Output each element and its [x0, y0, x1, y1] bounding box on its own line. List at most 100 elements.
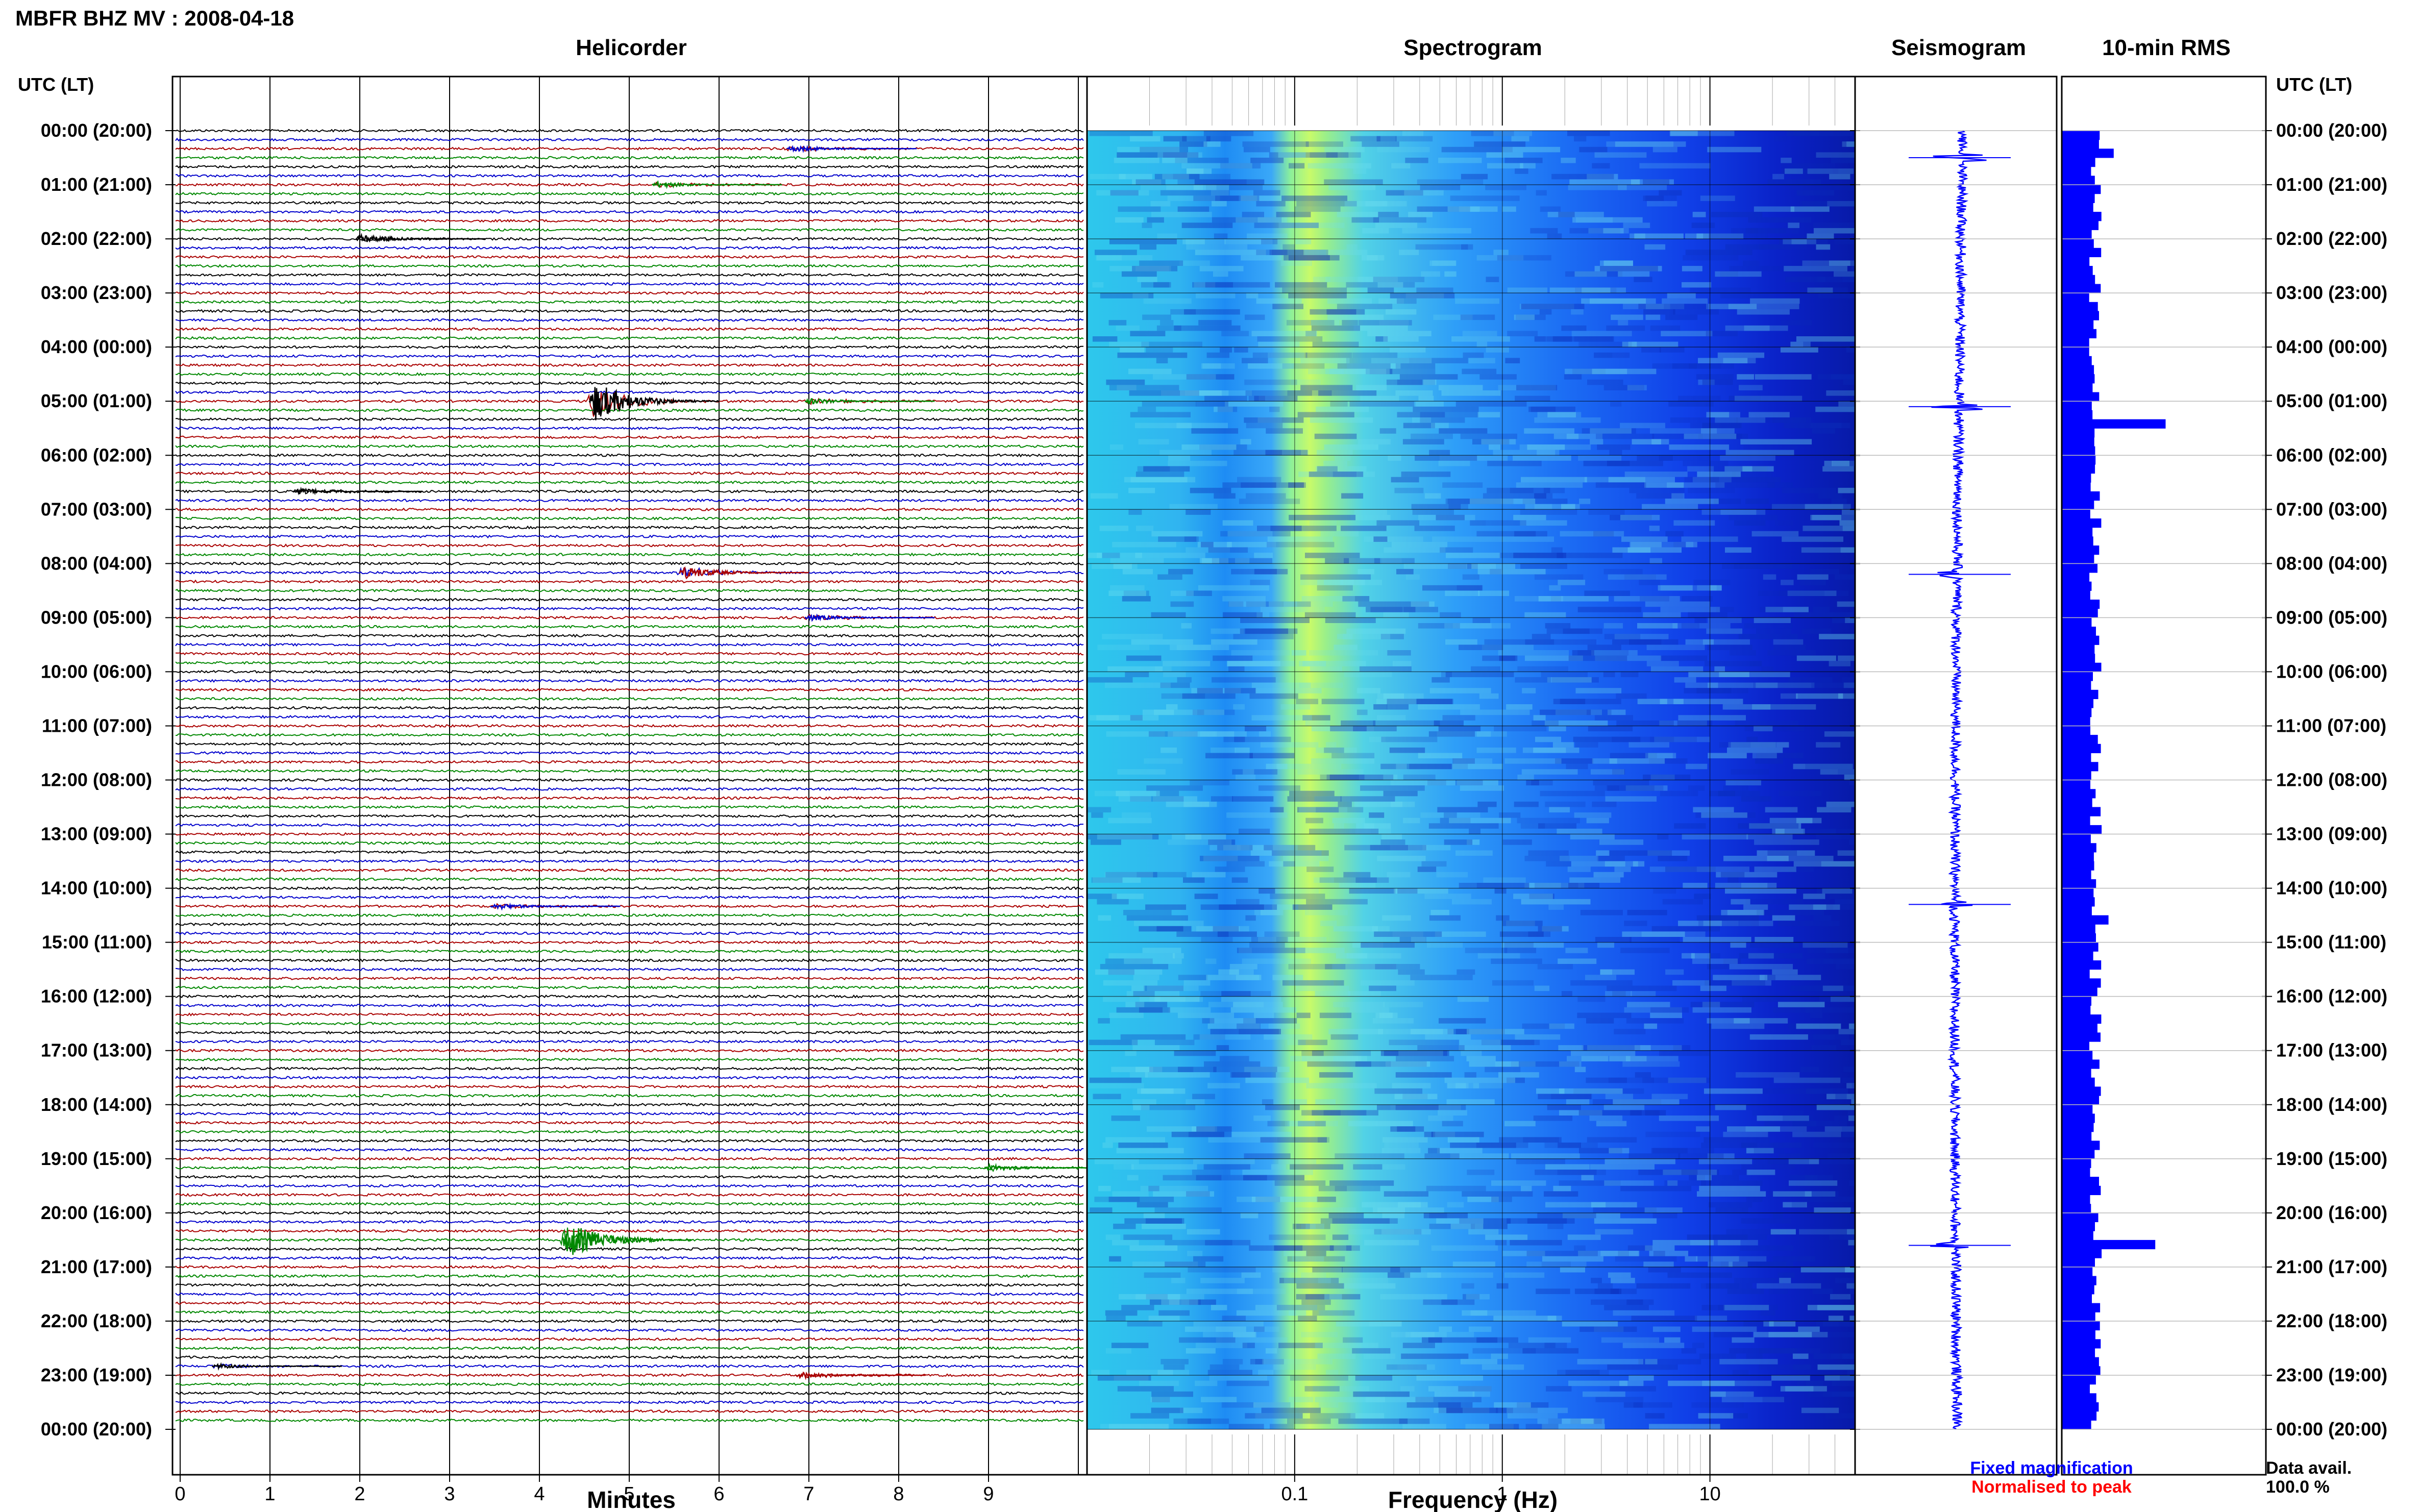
spectrogram-streak: [1582, 1045, 1641, 1051]
spectrogram-streak: [1164, 1364, 1185, 1370]
spectrogram-streak: [1199, 444, 1247, 450]
spectrogram-streak: [1688, 612, 1727, 618]
spectrogram-streak: [1773, 639, 1804, 645]
spectrogram-streak: [1534, 504, 1552, 510]
spectrogram-streak: [1493, 450, 1560, 456]
spectrogram-streak: [1720, 509, 1757, 515]
spectrogram-streak: [1779, 1278, 1791, 1283]
spectrogram-streak: [1306, 899, 1368, 905]
spectrogram-streak: [1408, 212, 1433, 217]
spectrogram-streak: [1659, 1116, 1719, 1121]
spectrogram-streak: [1630, 1110, 1666, 1116]
spectrogram-streak: [1804, 526, 1855, 531]
spectrogram-streak: [1235, 558, 1250, 564]
spectrogram-streak: [1665, 314, 1698, 320]
spectrogram-streak: [1441, 390, 1501, 396]
spectrogram-streak: [1438, 1402, 1461, 1408]
spectrogram-streak: [1320, 531, 1359, 537]
spectrogram-streak: [1226, 861, 1265, 867]
spectrogram-streak: [1216, 1326, 1279, 1332]
spectrogram-streak: [1831, 499, 1847, 504]
spectrogram-streak: [1698, 358, 1748, 363]
spectrogram-streak: [1217, 845, 1253, 851]
spectrogram-streak: [1436, 514, 1465, 520]
spectrogram-streak: [1191, 688, 1241, 693]
rms-bar: [2062, 1384, 2090, 1394]
spectrogram-streak: [1402, 1424, 1446, 1429]
spectrogram-streak: [1460, 433, 1517, 439]
spectrogram-streak: [1833, 460, 1855, 466]
spectrogram-streak: [1812, 428, 1835, 434]
spectrogram-streak: [1401, 1353, 1469, 1359]
spectrogram-streak: [1501, 146, 1561, 153]
spectrogram-streak: [1591, 1278, 1602, 1283]
spectrogram-streak: [1471, 563, 1515, 569]
spectrogram-streak: [1551, 1094, 1592, 1100]
spectrogram-streak: [1559, 856, 1598, 861]
spectrogram-streak: [1591, 1202, 1637, 1208]
rms-bar: [2062, 131, 2100, 140]
spectrogram-streak: [1250, 850, 1322, 856]
spectrogram-streak: [1328, 185, 1376, 190]
spectrogram-streak: [1696, 374, 1734, 380]
spectrogram-streak: [1439, 1326, 1452, 1332]
spectrogram-streak: [1269, 861, 1320, 867]
spectrogram-streak: [1810, 423, 1842, 429]
spectrogram-streak: [1438, 460, 1470, 466]
spectrogram-streak: [1223, 736, 1291, 742]
spectrogram-streak: [1148, 1185, 1159, 1192]
spectrogram-streak: [1151, 1391, 1193, 1397]
spectrogram-streak: [1109, 266, 1169, 271]
spectrogram-streak: [1571, 861, 1638, 867]
spectrogram-streak: [1494, 1402, 1531, 1408]
spectrogram-streak: [1591, 650, 1638, 656]
spectrogram-streak: [1458, 1386, 1492, 1392]
spectrogram-streak: [1139, 1007, 1163, 1013]
spectrogram-streak: [1416, 699, 1452, 704]
spectrogram-streak: [1288, 482, 1304, 488]
spectrogram-streak: [1445, 499, 1501, 504]
rms-bar: [2062, 1077, 2095, 1087]
spectrogram-streak: [1356, 709, 1368, 715]
spectrogram-streak: [1660, 607, 1720, 612]
spectrogram-streak: [1142, 222, 1152, 228]
spectrogram-streak: [1390, 1126, 1424, 1132]
spectrogram-streak: [1813, 222, 1855, 228]
spectrogram-streak: [1618, 1251, 1629, 1256]
spectrogram-streak: [1735, 720, 1798, 726]
spectrogram-streak: [1652, 363, 1697, 369]
spectrogram-streak: [1390, 293, 1455, 299]
spectrogram-streak: [1528, 931, 1551, 937]
helicorder-trace: [175, 488, 1083, 495]
spectrogram-streak: [1444, 839, 1473, 845]
spectrogram-streak: [1396, 568, 1414, 575]
spectrogram-streak: [1612, 769, 1625, 775]
spectrogram-streak: [1110, 585, 1145, 591]
spectrogram-streak: [1440, 612, 1461, 618]
spectrogram-streak: [1110, 190, 1139, 196]
spectrogram-streak: [1193, 1321, 1264, 1327]
spectrogram-streak: [1420, 185, 1461, 190]
spectrogram-streak: [1545, 720, 1608, 726]
spectrogram-streak: [1708, 1261, 1733, 1267]
spectrogram-streak: [1708, 1202, 1752, 1208]
spectrogram-streak: [1346, 628, 1406, 634]
spectrogram-streak: [1749, 823, 1801, 829]
spectrogram-streak: [1756, 682, 1815, 688]
legend-normalised-to-peak: Normalised to peak: [1971, 1477, 2132, 1497]
spectrogram-streak: [1191, 428, 1239, 434]
spectrogram-streak: [1832, 1380, 1855, 1386]
spectrogram-streak: [1360, 980, 1415, 986]
spectrogram-streak: [1224, 688, 1256, 693]
spectrogram-streak: [1793, 131, 1819, 136]
spectrogram-streak: [1106, 379, 1145, 385]
spectrogram-streak: [1535, 1170, 1597, 1175]
rms-bar: [2062, 888, 2094, 898]
spectrogram-streak: [1203, 131, 1254, 136]
helicorder-trace: [175, 1409, 1084, 1414]
spectrogram-streak: [1370, 845, 1426, 851]
spectrogram-streak: [1375, 1012, 1398, 1019]
spectrogram-streak: [1272, 1267, 1298, 1273]
spectrogram-streak: [1364, 1240, 1419, 1246]
spectrogram-streak: [1205, 1240, 1251, 1246]
